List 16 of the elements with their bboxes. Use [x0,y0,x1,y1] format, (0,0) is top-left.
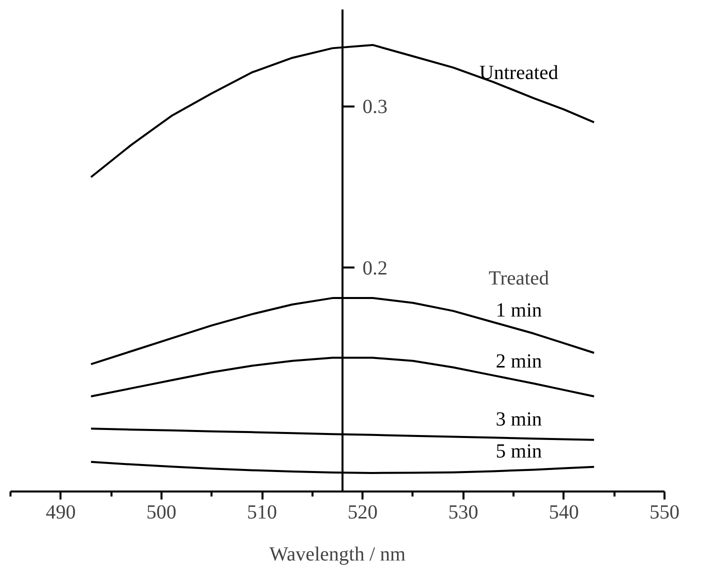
series-label: Untreated [479,62,558,84]
x-tick-label: 490 [46,502,76,524]
x-tick-label: 540 [548,502,579,524]
y-tick-label: 0.3 [362,96,388,118]
series-label: 5 min [496,440,542,462]
x-axis-title: Wavelength / nm [269,544,406,566]
series-label: 3 min [496,408,542,430]
x-tick-label: 510 [247,502,278,524]
annotation: Treated [488,267,550,290]
series-label: 2 min [496,350,542,373]
x-tick-label: 530 [448,502,478,524]
y-tick-label: 0.2 [362,257,388,280]
x-tick-label: 550 [650,502,680,524]
x-tick-label: 500 [146,502,176,524]
series-label: 1 min [496,299,542,322]
x-tick-label: 520 [348,502,378,524]
